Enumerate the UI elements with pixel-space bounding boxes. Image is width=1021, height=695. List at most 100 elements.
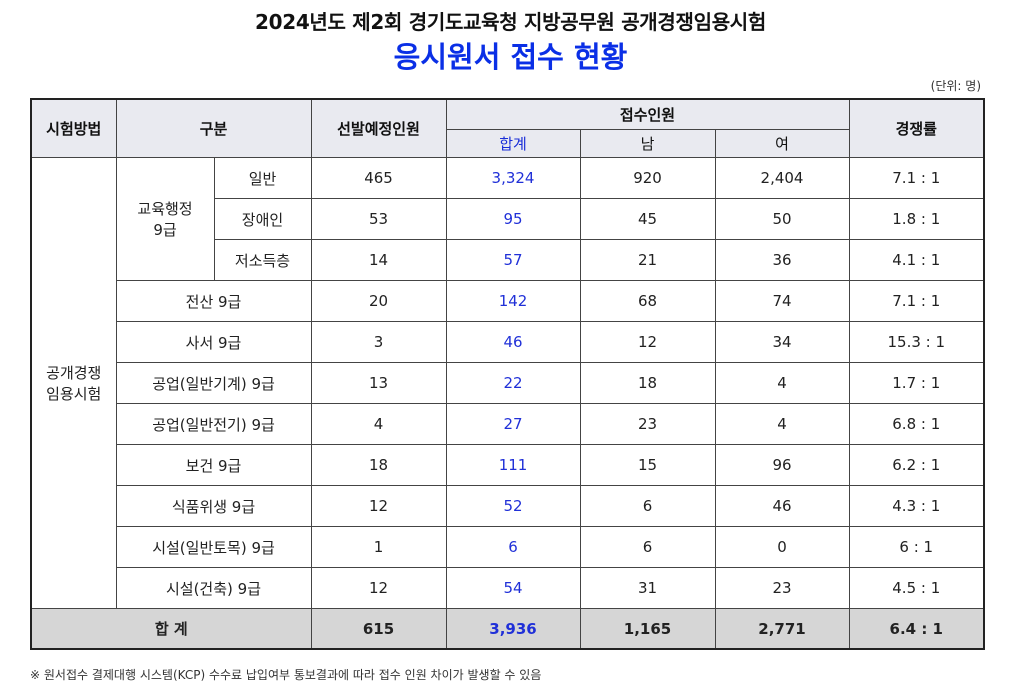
footnote: ※ 원서접수 결제대행 시스템(KCP) 수수료 납입여부 통보결과에 따라 접… [30,668,542,682]
method-label-line2: 임용시험 [46,385,102,403]
row-planned: 465 [310,157,447,199]
row-label: 식품위생 9급 [115,485,312,527]
row-male: 12 [579,321,716,363]
row-label: 전산 9급 [115,280,312,322]
page-title: 2024년도 제2회 경기도교육청 지방공무원 공개경쟁임용시험 [254,10,767,34]
row-planned: 1 [310,526,447,568]
row-total: 95 [445,198,581,240]
header-male: 남 [579,129,716,158]
row-female: 4 [714,403,850,445]
row-female: 0 [714,526,850,568]
table-row: 공업(일반기계) 9급 13 22 18 4 1.7 : 1 [31,362,985,404]
row-ratio: 6.8 : 1 [848,403,985,445]
row-male: 6 [579,485,716,527]
row-label: 일반 [213,157,312,199]
row-label: 시설(건축) 9급 [115,567,312,609]
row-ratio: 15.3 : 1 [848,321,985,363]
total-female: 2,771 [714,608,850,650]
row-male: 45 [579,198,716,240]
row-total: 142 [445,280,581,322]
row-female: 34 [714,321,850,363]
row-female: 36 [714,239,850,281]
row-female: 2,404 [714,157,850,199]
row-female: 23 [714,567,850,609]
row-total: 6 [445,526,581,568]
table-row: 장애인 53 95 45 50 1.8 : 1 [31,198,985,240]
table-row: 사서 9급 3 46 12 34 15.3 : 1 [31,321,985,363]
row-ratio: 6 : 1 [848,526,985,568]
table-row: 저소득층 14 57 21 36 4.1 : 1 [31,239,985,281]
page-subtitle: 응시원서 접수 현황 [393,40,628,74]
row-ratio: 7.1 : 1 [848,157,985,199]
row-total: 22 [445,362,581,404]
row-total: 52 [445,485,581,527]
row-male: 21 [579,239,716,281]
row-planned: 4 [310,403,447,445]
row-total: 111 [445,444,581,486]
header-ratio: 경쟁률 [848,98,985,158]
row-male: 15 [579,444,716,486]
header-total: 합계 [445,129,581,158]
group-label-line1: 교육행정 [137,200,193,218]
row-label: 시설(일반토목) 9급 [115,526,312,568]
header-category: 구분 [115,98,312,158]
row-label: 공업(일반전기) 9급 [115,403,312,445]
total-total: 3,936 [445,608,581,650]
row-planned: 20 [310,280,447,322]
row-female: 74 [714,280,850,322]
row-ratio: 1.7 : 1 [848,362,985,404]
table-row: 식품위생 9급 12 52 6 46 4.3 : 1 [31,485,985,527]
table-row: 공개경쟁 임용시험 교육행정 9급 일반 465 3,324 920 2,404… [30,157,985,609]
header-applicants: 접수인원 [445,98,850,130]
total-label: 합 계 [30,608,312,650]
row-planned: 3 [310,321,447,363]
row-planned: 12 [310,567,447,609]
table-row: 전산 9급 20 142 68 74 7.1 : 1 [31,280,985,322]
row-male: 18 [579,362,716,404]
row-planned: 12 [310,485,447,527]
total-male: 1,165 [579,608,716,650]
row-ratio: 4.5 : 1 [848,567,985,609]
table-row: 시설(일반토목) 9급 1 6 6 0 6 : 1 [31,526,985,568]
row-male: 31 [579,567,716,609]
row-total: 27 [445,403,581,445]
row-total: 57 [445,239,581,281]
unit-label: (단위: 명) [930,79,981,93]
table-row: 보건 9급 18 111 15 96 6.2 : 1 [31,444,985,486]
row-male: 23 [579,403,716,445]
row-ratio: 4.1 : 1 [848,239,985,281]
total-row: 합 계 615 3,936 1,165 2,771 6.4 : 1 [30,608,985,650]
total-ratio: 6.4 : 1 [848,608,985,650]
row-ratio: 1.8 : 1 [848,198,985,240]
row-label: 저소득층 [213,239,312,281]
row-total: 3,324 [445,157,581,199]
row-planned: 14 [310,239,447,281]
row-label: 보건 9급 [115,444,312,486]
row-planned: 13 [310,362,447,404]
method-label-line1: 공개경쟁 [46,364,102,382]
row-planned: 53 [310,198,447,240]
applicant-status-table: 시험방법 구분 선발예정인원 접수인원 경쟁률 합계 남 여 공개경쟁 임용시험… [30,98,986,650]
row-ratio: 6.2 : 1 [848,444,985,486]
method-cell: 공개경쟁 임용시험 [30,157,117,609]
row-planned: 18 [310,444,447,486]
row-female: 96 [714,444,850,486]
group-label-line2: 9급 [153,221,177,239]
table-row: 시설(건축) 9급 12 54 31 23 4.5 : 1 [31,567,985,609]
table-row: 공업(일반전기) 9급 4 27 23 4 6.8 : 1 [31,403,985,445]
row-male: 920 [579,157,716,199]
row-ratio: 4.3 : 1 [848,485,985,527]
row-male: 68 [579,280,716,322]
total-planned: 615 [310,608,447,650]
header-method: 시험방법 [30,98,117,158]
row-female: 4 [714,362,850,404]
row-total: 46 [445,321,581,363]
row-label: 공업(일반기계) 9급 [115,362,312,404]
row-total: 54 [445,567,581,609]
row-label: 사서 9급 [115,321,312,363]
group-cell: 교육행정 9급 [115,157,215,281]
row-female: 50 [714,198,850,240]
header-female: 여 [714,129,850,158]
row-female: 46 [714,485,850,527]
row-male: 6 [579,526,716,568]
